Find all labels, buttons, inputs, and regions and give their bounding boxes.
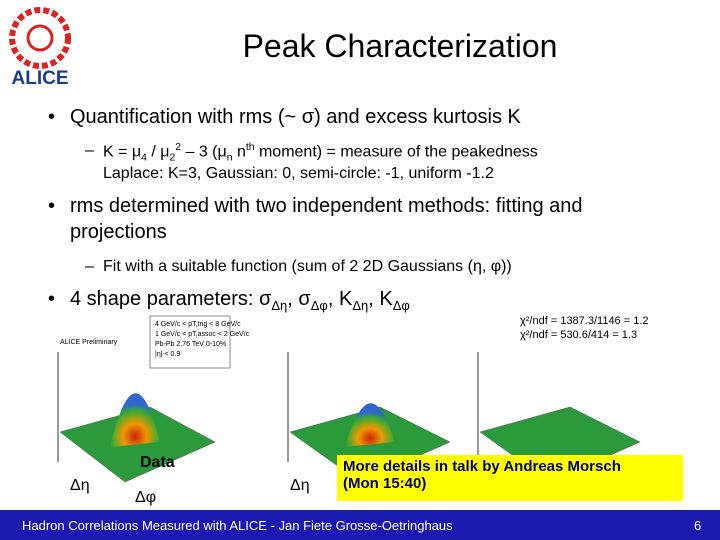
callout: More details in talk by Andreas Morsch (… [337,455,683,501]
axis-label: Δφ [135,489,156,506]
plot-fit: Δη [287,352,451,494]
t: 2 [169,152,176,164]
t: Δφ [392,298,410,313]
sub-bullet: – Fit with a suitable function (sum of 2 … [85,258,512,275]
axis-label: Δη [70,477,90,494]
t: Δφ [310,298,328,313]
t: / μ [146,143,170,161]
preliminary: ALICE Preliminary [60,339,118,346]
title: Peak Characterization [242,28,558,64]
bullet: • 4 shape parameters: σΔη, σΔφ, KΔη, KΔφ [48,288,410,313]
t: K = μ [103,143,142,161]
chi2: χ²/ndf = 1387.3/1146 = 1.2 [520,315,649,327]
t: 4 [141,152,147,164]
inset-text: 1 GeV/c < pT,assoc < 2 GeV/c [155,331,250,338]
t: – 3 (μ [181,143,227,161]
logo: ALICE [9,7,71,89]
t: th [245,142,255,153]
plot-residual: χ²/ndf = 1387.3/1146 = 1.2 χ²/ndf = 530.… [477,315,649,483]
t: Δη [352,298,369,313]
chi2: χ²/ndf = 530.6/414 = 1.3 [520,329,637,341]
t: moment) = measure of the peakedness [254,143,538,161]
t: 2 [175,142,182,153]
t: , K [368,288,393,310]
plots: 4 GeV/c < pT,trig < 8 GeV/c 1 GeV/c < pT… [57,315,649,506]
bullet-text: Quantification with rms (~ σ) and excess… [70,106,521,128]
t: Δη [271,298,288,313]
page-number: 6 [694,518,702,533]
t: n [232,143,246,161]
bullet: • rms determined with two independent met… [48,195,583,243]
logo-text: ALICE [12,68,69,89]
footer: Hadron Correlations Measured with ALICE … [0,510,720,540]
bullet: • Quantification with rms (~ σ) and exces… [48,106,521,128]
t: n [226,152,233,164]
t: , σ [287,288,311,310]
sub-bullet: – K = μ4 / μ22 – 3 (μn nth moment) = meas… [85,142,538,164]
sub-line: Laplace: K=3, Gaussian: 0, semi-circle: … [103,165,494,182]
callout-line: More details in talk by Andreas Morsch [343,458,621,475]
t: 4 shape parameters: σ [70,288,272,310]
axis-label: Δη [290,477,310,494]
plot-label: Data [140,454,175,471]
t: Fit with a suitable function (sum of 2 2… [103,258,512,275]
inset-text: |η| < 0.9 [155,351,180,358]
inset-text: 4 GeV/c < pT,trig < 8 GeV/c [155,321,241,328]
bullet-text: rms determined with two independent meth… [70,195,583,243]
plot-data: 4 GeV/c < pT,trig < 8 GeV/c 1 GeV/c < pT… [57,315,250,506]
inset-text: Pb-Pb 2.76 TeV 0-10% [155,341,226,348]
t: , K [327,288,353,310]
footer-text: Hadron Correlations Measured with ALICE … [22,518,453,533]
callout-line: (Mon 15:40) [343,475,427,492]
